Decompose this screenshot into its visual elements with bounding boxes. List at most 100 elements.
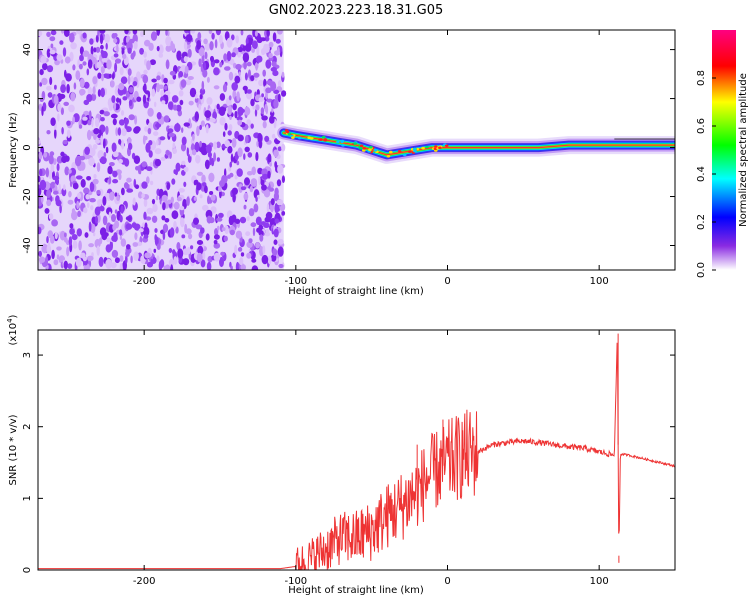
y-tick-label: 0 bbox=[22, 567, 33, 573]
noise-blob bbox=[84, 146, 91, 155]
noise-blob bbox=[49, 36, 56, 42]
noise-blob bbox=[163, 85, 168, 91]
noise-blob bbox=[265, 59, 272, 69]
noise-blob bbox=[113, 38, 118, 44]
ridge-spot bbox=[408, 150, 412, 153]
noise-blob bbox=[161, 194, 168, 202]
noise-blob bbox=[125, 254, 128, 264]
noise-blob bbox=[249, 185, 254, 193]
noise-blob bbox=[173, 201, 180, 210]
noise-blob bbox=[213, 252, 221, 262]
noise-blob bbox=[266, 98, 273, 103]
noise-blob bbox=[255, 55, 263, 63]
noise-blob bbox=[154, 148, 162, 155]
noise-blob bbox=[180, 143, 187, 152]
noise-blob bbox=[168, 132, 175, 138]
noise-blob bbox=[68, 236, 73, 247]
noise-blob bbox=[274, 161, 278, 169]
noise-blob bbox=[111, 142, 117, 153]
noise-blob bbox=[242, 45, 247, 52]
noise-blob bbox=[127, 47, 132, 54]
noise-blob bbox=[79, 90, 84, 96]
noise-blob bbox=[132, 242, 139, 247]
ridge-spot bbox=[362, 147, 367, 150]
noise-blob bbox=[229, 161, 232, 168]
noise-blob bbox=[234, 110, 238, 119]
ridge-spot bbox=[369, 145, 373, 149]
noise-blob bbox=[124, 122, 128, 131]
noise-blob bbox=[267, 255, 272, 265]
noise-blob bbox=[277, 238, 284, 245]
noise-blob bbox=[144, 222, 148, 230]
noise-blob bbox=[263, 189, 271, 198]
noise-blob bbox=[125, 250, 130, 257]
noise-blob bbox=[62, 140, 68, 145]
noise-blob bbox=[99, 33, 104, 45]
noise-blob bbox=[128, 114, 135, 121]
noise-blob bbox=[120, 238, 127, 247]
noise-blob bbox=[223, 235, 228, 242]
noise-blob bbox=[89, 198, 96, 203]
noise-blob bbox=[273, 149, 279, 158]
ridge-band bbox=[283, 132, 675, 156]
noise-blob bbox=[262, 69, 267, 77]
noise-blob bbox=[57, 113, 60, 122]
noise-blob bbox=[185, 228, 192, 235]
noise-blob bbox=[45, 167, 49, 178]
noise-blob bbox=[96, 189, 101, 195]
noise-blob bbox=[206, 215, 212, 224]
noise-blob bbox=[164, 264, 171, 270]
noise-blob bbox=[202, 182, 207, 187]
noise-blob bbox=[68, 32, 75, 43]
noise-blob bbox=[216, 217, 223, 222]
noise-blob bbox=[100, 87, 105, 98]
noise-blob bbox=[91, 117, 94, 128]
noise-blob bbox=[64, 56, 71, 64]
noise-blob bbox=[125, 223, 133, 230]
noise-blob bbox=[134, 232, 138, 240]
noise-blob bbox=[174, 169, 178, 176]
noise-blob bbox=[272, 32, 277, 42]
noise-blob bbox=[169, 151, 172, 159]
noise-blob bbox=[214, 39, 218, 49]
noise-blob bbox=[87, 255, 94, 261]
noise-blob bbox=[188, 100, 194, 106]
noise-blob bbox=[50, 117, 56, 126]
noise-blob bbox=[90, 45, 94, 56]
noise-blob bbox=[250, 222, 257, 228]
noise-blob bbox=[97, 72, 102, 79]
noise-blob bbox=[163, 77, 168, 84]
noise-blob bbox=[59, 230, 66, 241]
noise-blob bbox=[89, 147, 96, 157]
noise-blob bbox=[158, 84, 164, 90]
noise-blob bbox=[126, 244, 131, 250]
noise-blob bbox=[78, 124, 83, 129]
noise-blob bbox=[195, 154, 201, 164]
noise-blob bbox=[191, 149, 197, 156]
noise-blob bbox=[243, 153, 246, 161]
noise-blob bbox=[172, 249, 176, 255]
noise-blob bbox=[50, 30, 57, 36]
noise-blob bbox=[69, 228, 75, 235]
noise-blob bbox=[246, 61, 252, 67]
noise-blob bbox=[262, 245, 266, 255]
noise-blob bbox=[200, 227, 205, 234]
noise-blob bbox=[77, 192, 81, 200]
noise-blob bbox=[173, 256, 178, 265]
noise-blob bbox=[145, 216, 152, 221]
noise-blob bbox=[61, 30, 65, 34]
noise-blob bbox=[255, 151, 259, 162]
noise-blob bbox=[167, 128, 174, 134]
noise-blob bbox=[113, 101, 117, 112]
noise-blob bbox=[68, 191, 72, 198]
noise-blob bbox=[260, 107, 265, 115]
noise-blob bbox=[277, 164, 284, 174]
noise-blob bbox=[261, 115, 268, 121]
colorbar-tick-label: 0.2 bbox=[696, 214, 707, 230]
noise-blob bbox=[193, 217, 199, 225]
ridge-spot bbox=[358, 147, 363, 150]
noise-blob bbox=[234, 244, 238, 255]
noise-blob bbox=[186, 246, 191, 255]
noise-blob bbox=[164, 90, 171, 96]
noise-blob bbox=[228, 166, 232, 172]
